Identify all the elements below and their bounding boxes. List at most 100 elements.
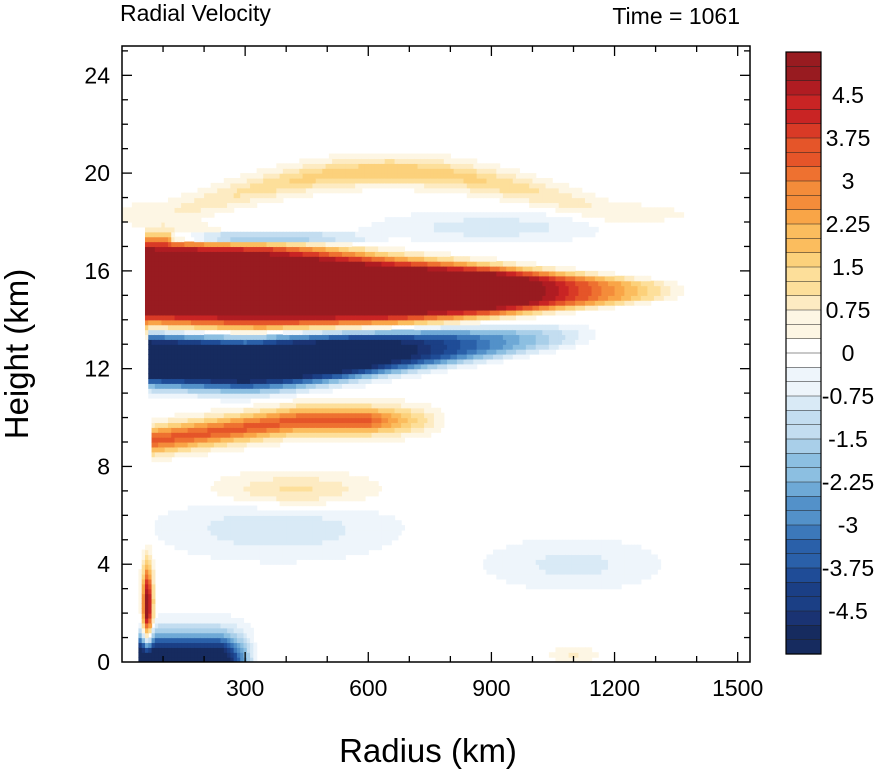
heatmap-cell	[322, 319, 327, 326]
heatmap-cell	[204, 222, 208, 228]
heatmap-cell	[207, 652, 212, 658]
heatmap-cell	[223, 334, 228, 340]
heatmap-cell	[263, 510, 268, 516]
heatmap-cell	[351, 520, 356, 526]
heatmap-cell	[171, 388, 176, 394]
heatmap-cell	[266, 324, 271, 331]
heatmap-cell	[171, 300, 176, 306]
heatmap-cell	[200, 534, 205, 541]
heatmap-cell	[371, 520, 376, 526]
heatmap-cell	[200, 505, 205, 512]
heatmap-cell	[289, 476, 294, 482]
heatmap-cell	[374, 407, 379, 414]
heatmap-cell	[322, 417, 327, 424]
heatmap-cell	[253, 182, 258, 189]
heatmap-cell	[342, 402, 346, 409]
heatmap-cell	[151, 305, 156, 311]
heatmap-cell	[250, 525, 254, 531]
heatmap-cell	[200, 539, 205, 546]
heatmap-cell	[355, 476, 360, 482]
heatmap-cell	[345, 251, 350, 257]
heatmap-cell	[358, 266, 363, 272]
heatmap-cell	[200, 378, 205, 384]
heatmap-cell	[158, 314, 162, 321]
heatmap-cell	[220, 251, 225, 257]
heatmap-cell	[374, 368, 379, 375]
heatmap-cell	[233, 417, 238, 424]
heatmap-cell	[200, 295, 205, 301]
heatmap-cell	[184, 261, 189, 267]
heatmap-cell	[381, 349, 386, 355]
heatmap-cell	[361, 437, 366, 443]
heatmap-cell	[167, 290, 172, 296]
heatmap-cell	[243, 422, 248, 428]
heatmap-cell	[177, 285, 182, 292]
heatmap-cell	[223, 427, 228, 433]
heatmap-cell	[322, 368, 327, 375]
heatmap-cell	[177, 300, 182, 306]
heatmap-cell	[250, 236, 254, 243]
heatmap-cell	[256, 192, 261, 199]
heatmap-cell	[292, 363, 297, 370]
heatmap-cell	[292, 173, 297, 179]
heatmap-cell	[269, 520, 274, 526]
heatmap-cell	[253, 442, 258, 448]
heatmap-cell	[204, 378, 208, 384]
heatmap-cell	[289, 319, 294, 326]
heatmap-cell	[213, 236, 218, 243]
heatmap-cell	[309, 285, 314, 292]
heatmap-cell	[345, 241, 350, 248]
heatmap-cell	[325, 407, 330, 414]
heatmap-cell	[351, 534, 356, 541]
heatmap-cell	[282, 349, 287, 355]
heatmap-cell	[154, 368, 159, 375]
heatmap-cell	[266, 422, 271, 428]
heatmap-cell	[342, 554, 346, 560]
heatmap-cell	[220, 324, 225, 331]
heatmap-cell	[364, 368, 369, 375]
heatmap-cell	[378, 398, 383, 404]
heatmap-cell	[312, 310, 317, 316]
heatmap-cell	[236, 490, 241, 497]
heatmap-cell	[263, 319, 268, 326]
heatmap-cell	[364, 295, 369, 301]
heatmap-cell	[296, 256, 300, 262]
heatmap-cell	[309, 530, 314, 536]
heatmap-cell	[151, 593, 156, 600]
heatmap-cell	[302, 236, 307, 243]
heatmap-cell	[345, 168, 350, 174]
heatmap-cell	[171, 427, 176, 433]
heatmap-cell	[213, 422, 218, 428]
heatmap-cell	[194, 305, 199, 311]
heatmap-cell	[338, 280, 343, 287]
heatmap-cell	[332, 530, 337, 536]
heatmap-cell	[161, 378, 166, 384]
heatmap-cell	[187, 442, 192, 448]
heatmap-cell	[286, 388, 291, 394]
heatmap-cell	[243, 393, 248, 399]
heatmap-cell	[335, 236, 340, 243]
heatmap-cell	[227, 544, 231, 551]
heatmap-cell	[368, 490, 373, 497]
heatmap-cell	[210, 417, 215, 424]
heatmap-cell	[269, 515, 274, 521]
heatmap-cell	[190, 192, 195, 199]
heatmap-cell	[338, 481, 343, 487]
heatmap-cell	[361, 251, 366, 257]
heatmap-cell	[220, 388, 225, 394]
heatmap-cell	[299, 173, 304, 179]
heatmap-cell	[253, 505, 258, 512]
heatmap-cell	[312, 539, 317, 546]
heatmap-cell	[289, 168, 294, 174]
heatmap-cell	[299, 285, 304, 292]
heatmap-cell	[319, 314, 323, 321]
heatmap-cell	[207, 241, 212, 248]
heatmap-cell	[309, 388, 314, 394]
heatmap-cell	[269, 231, 274, 238]
heatmap-cell	[351, 525, 356, 531]
heatmap-cell	[151, 378, 156, 384]
heatmap-cell	[197, 231, 202, 238]
heatmap-cell	[286, 251, 291, 257]
heatmap-cell	[296, 290, 300, 296]
